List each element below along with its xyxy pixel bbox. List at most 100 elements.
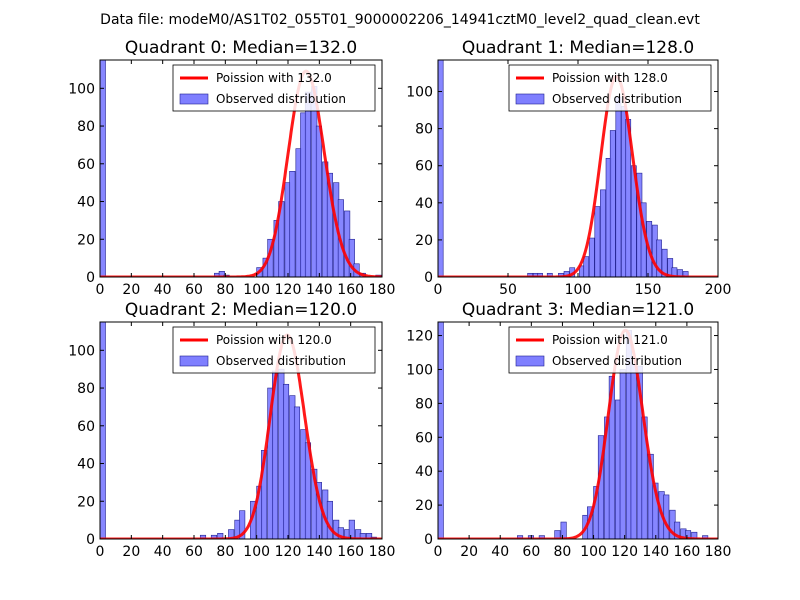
histogram-bar	[293, 406, 301, 539]
legend-poisson-label: Poission with 120.0	[216, 333, 332, 347]
x-tick-label: 100	[243, 544, 270, 560]
histogram-bar	[304, 91, 312, 277]
x-tick-label: 20	[122, 282, 140, 298]
y-tick-label: 100	[406, 362, 433, 378]
chart-panel-2: 0 20 40 60 80 100 120 140 160 180 0 20 40 60 80 100 Quad…	[68, 300, 395, 560]
x-tick-label: 80	[216, 544, 234, 560]
y-tick-label: 60	[415, 430, 433, 446]
x-tick-label: 0	[96, 282, 105, 298]
x-tick-label: 50	[499, 282, 517, 298]
histogram-bar	[381, 272, 382, 277]
histogram-bar	[609, 130, 616, 277]
y-tick-label: 100	[406, 85, 433, 101]
histogram-bar	[100, 322, 106, 539]
histogram-bar	[282, 383, 290, 539]
x-tick-label: 160	[337, 544, 364, 560]
chart-panel-1: 0 50 100 150 200 0 20 40 60 80 100 Quadrant 1: Medi…	[406, 38, 731, 298]
histogram-bar	[677, 269, 683, 277]
x-tick-label: 180	[705, 544, 732, 560]
histogram-bar	[289, 171, 296, 277]
y-tick-label: 40	[415, 196, 433, 212]
legend-hist-label: Observed distribution	[216, 92, 346, 106]
y-tick-label: 100	[68, 343, 95, 359]
legend-hist-label: Observed distribution	[216, 354, 346, 368]
x-tick-label: 140	[306, 544, 333, 560]
x-tick-label: 80	[554, 544, 572, 560]
histogram-bar	[315, 125, 322, 277]
x-tick-label: 100	[565, 282, 592, 298]
y-tick-label: 60	[77, 157, 95, 173]
y-tick-label: 60	[77, 419, 95, 435]
y-tick-label: 40	[77, 195, 95, 211]
legend: Poission with 128.0 Observed distribution	[508, 64, 712, 112]
x-tick-label: 0	[434, 544, 443, 560]
histogram-bar	[326, 500, 333, 539]
legend: Poission with 120.0 Observed distribution	[172, 326, 376, 374]
x-tick-label: 0	[96, 544, 105, 560]
plot-area	[100, 322, 382, 539]
legend-poisson-label: Poission with 128.0	[552, 71, 668, 85]
chart-panel-3: 0 20 40 60 80 100 120 140 160 180020406080100120Q…	[406, 300, 731, 560]
x-tick-label: 160	[337, 282, 364, 298]
y-tick-label: 60	[415, 159, 433, 175]
histogram-bar	[228, 529, 235, 539]
chart-panel-0: 0 20 40 60 80 100 120 140 160 180 0 20 40 60 80 100 Quad…	[68, 38, 395, 298]
legend-hist-label: Observed distribution	[552, 354, 682, 368]
chart-title: Quadrant 0: Median=132.0	[125, 38, 357, 58]
legend-hist-swatch	[515, 93, 545, 105]
x-tick-label: 40	[154, 544, 172, 560]
x-tick-label: 140	[306, 282, 333, 298]
y-tick-label: 0	[86, 532, 95, 548]
histogram-bar	[674, 521, 681, 539]
x-tick-label: 180	[369, 544, 396, 560]
y-tick-label: 20	[77, 494, 95, 510]
x-tick-label: 60	[185, 544, 203, 560]
legend-poisson-label: Poission with 121.0	[552, 333, 668, 347]
x-tick-label: 180	[369, 282, 396, 298]
x-tick-label: 20	[460, 544, 478, 560]
x-tick-label: 140	[642, 544, 669, 560]
y-tick-label: 0	[424, 270, 433, 286]
y-tick-label: 100	[68, 81, 95, 97]
histogram-bar	[438, 322, 444, 539]
x-tick-label: 80	[216, 282, 234, 298]
x-tick-label: 120	[611, 544, 638, 560]
x-tick-label: 200	[705, 282, 732, 298]
legend-hist-swatch	[179, 93, 209, 105]
x-tick-label: 150	[635, 282, 662, 298]
histogram-bar	[326, 172, 333, 277]
legend-hist-swatch	[515, 355, 545, 367]
histogram-bar	[594, 206, 601, 277]
y-tick-label: 0	[424, 532, 433, 548]
x-tick-label: 0	[434, 282, 443, 298]
legend-poisson-label: Poission with 132.0	[216, 71, 332, 85]
y-tick-label: 20	[415, 233, 433, 249]
histogram-bar	[517, 535, 524, 539]
histogram-bar	[583, 256, 590, 277]
legend: Poission with 121.0 Observed distribution	[508, 326, 712, 374]
histogram-bar	[671, 267, 678, 277]
x-tick-label: 100	[580, 544, 607, 560]
poisson-curve	[438, 328, 718, 539]
y-tick-label: 40	[77, 457, 95, 473]
legend: Poission with 132.0 Observed distribution	[172, 64, 376, 112]
x-tick-label: 120	[275, 544, 302, 560]
x-tick-label: 40	[154, 282, 172, 298]
histogram-bar	[630, 364, 637, 539]
x-tick-label: 60	[185, 282, 203, 298]
x-tick-label: 160	[674, 544, 701, 560]
x-tick-label: 20	[122, 544, 140, 560]
histogram-bar	[702, 535, 709, 539]
histogram-bar	[608, 375, 615, 539]
y-tick-label: 40	[415, 464, 433, 480]
plot-frame	[99, 59, 383, 278]
y-tick-label: 0	[86, 270, 95, 286]
histogram-bar	[661, 248, 668, 277]
poisson-curve	[100, 333, 382, 539]
histogram-bar	[600, 189, 606, 277]
histogram-bar	[348, 519, 355, 539]
histogram-bar	[337, 527, 344, 539]
chart-title: Quadrant 3: Median=121.0	[462, 300, 694, 320]
chart-title: Quadrant 1: Median=128.0	[462, 38, 694, 58]
